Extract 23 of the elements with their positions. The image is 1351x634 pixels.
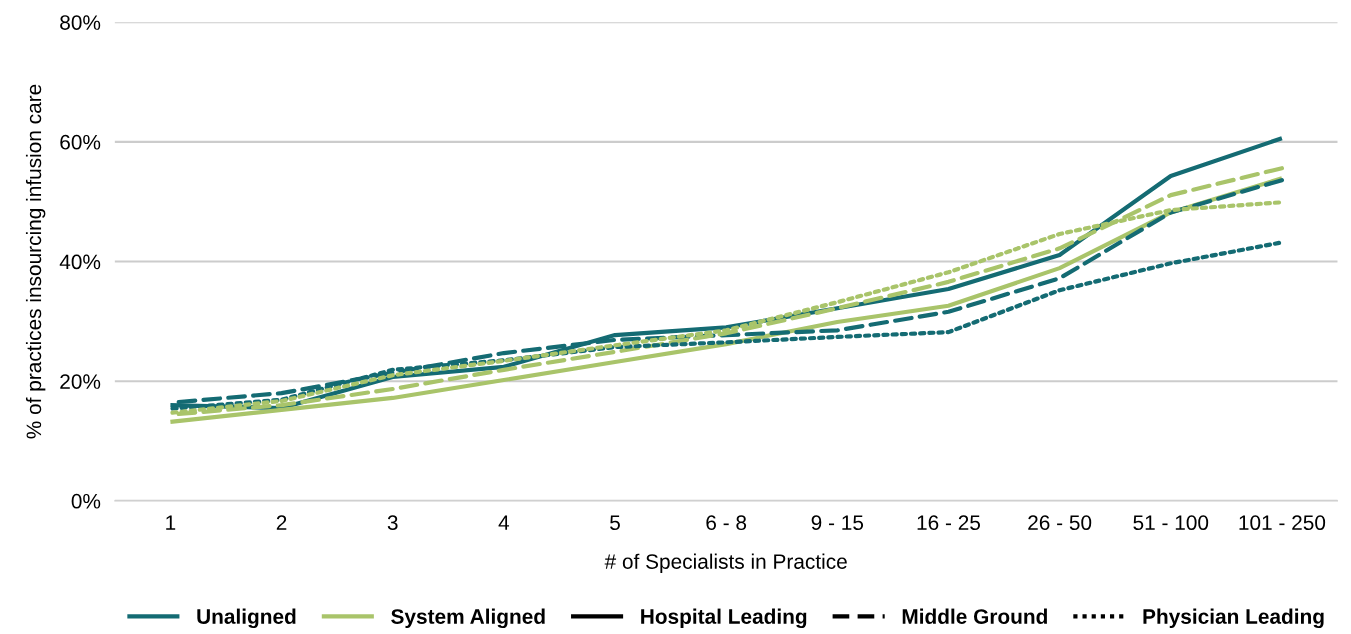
legend-label: Unaligned (197, 608, 296, 629)
x-tick-label: 1 (166, 515, 176, 530)
x-tick-label: 16 - 25 (917, 515, 981, 531)
x-tick-label: 5 (610, 515, 620, 531)
x-tick-label: 2 (276, 515, 287, 530)
legend-label: System Aligned (391, 608, 545, 629)
x-tick-label: 101 - 250 (1239, 515, 1326, 531)
legend-label: Physician Leading (1143, 608, 1324, 629)
x-tick-label: 26 - 50 (1028, 515, 1092, 531)
legend-label: Hospital Leading (641, 608, 807, 629)
y-tick-label: 80% (60, 15, 101, 30)
y-tick-label: 0% (71, 493, 101, 509)
x-tick-label: 4 (498, 515, 510, 530)
y-tick-label: 20% (60, 374, 101, 389)
y-tick-label: 40% (59, 254, 101, 270)
x-axis-title: # of Specialists in Practice (604, 553, 847, 574)
x-tick-label: 9 - 15 (811, 515, 864, 531)
x-tick-label: 3 (387, 515, 398, 531)
x-tick-label: 51 - 100 (1133, 515, 1209, 531)
y-axis-title: % of practices insourcing infusion care (25, 84, 46, 439)
y-tick-label: 60% (60, 134, 101, 150)
legend-label: Middle Ground (902, 608, 1047, 624)
x-tick-label: 6 - 8 (706, 515, 747, 531)
